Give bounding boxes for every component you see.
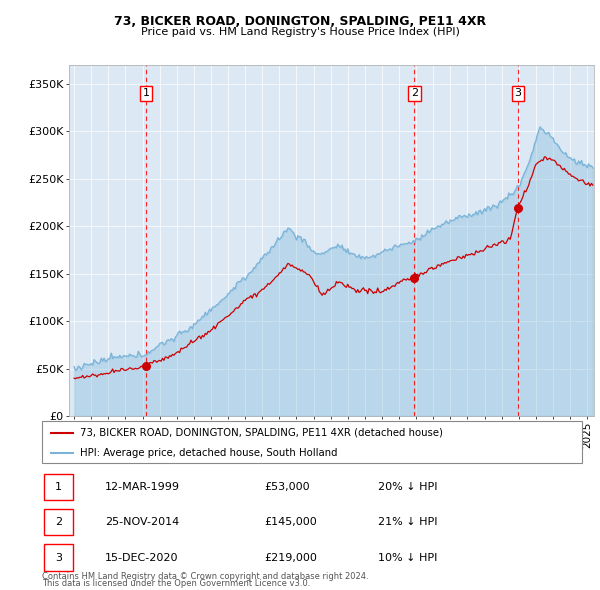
FancyBboxPatch shape: [44, 545, 73, 571]
Text: £145,000: £145,000: [264, 517, 317, 527]
Text: 2: 2: [55, 517, 62, 527]
Text: 12-MAR-1999: 12-MAR-1999: [105, 482, 180, 491]
Text: HPI: Average price, detached house, South Holland: HPI: Average price, detached house, Sout…: [80, 448, 337, 457]
Text: 2: 2: [411, 88, 418, 99]
Text: 20% ↓ HPI: 20% ↓ HPI: [378, 482, 437, 491]
Text: 1: 1: [55, 482, 62, 491]
FancyBboxPatch shape: [44, 474, 73, 500]
Text: 73, BICKER ROAD, DONINGTON, SPALDING, PE11 4XR (detached house): 73, BICKER ROAD, DONINGTON, SPALDING, PE…: [80, 428, 443, 438]
Text: 3: 3: [55, 553, 62, 562]
Text: This data is licensed under the Open Government Licence v3.0.: This data is licensed under the Open Gov…: [42, 579, 310, 588]
Text: £219,000: £219,000: [264, 553, 317, 562]
Text: 10% ↓ HPI: 10% ↓ HPI: [378, 553, 437, 562]
Text: Contains HM Land Registry data © Crown copyright and database right 2024.: Contains HM Land Registry data © Crown c…: [42, 572, 368, 581]
Text: 73, BICKER ROAD, DONINGTON, SPALDING, PE11 4XR: 73, BICKER ROAD, DONINGTON, SPALDING, PE…: [114, 15, 486, 28]
FancyBboxPatch shape: [42, 421, 582, 463]
Text: 15-DEC-2020: 15-DEC-2020: [105, 553, 179, 562]
Text: 3: 3: [515, 88, 521, 99]
Text: 1: 1: [143, 88, 149, 99]
Text: £53,000: £53,000: [264, 482, 310, 491]
Text: 25-NOV-2014: 25-NOV-2014: [105, 517, 179, 527]
FancyBboxPatch shape: [44, 509, 73, 535]
Text: Price paid vs. HM Land Registry's House Price Index (HPI): Price paid vs. HM Land Registry's House …: [140, 27, 460, 37]
Text: 21% ↓ HPI: 21% ↓ HPI: [378, 517, 437, 527]
